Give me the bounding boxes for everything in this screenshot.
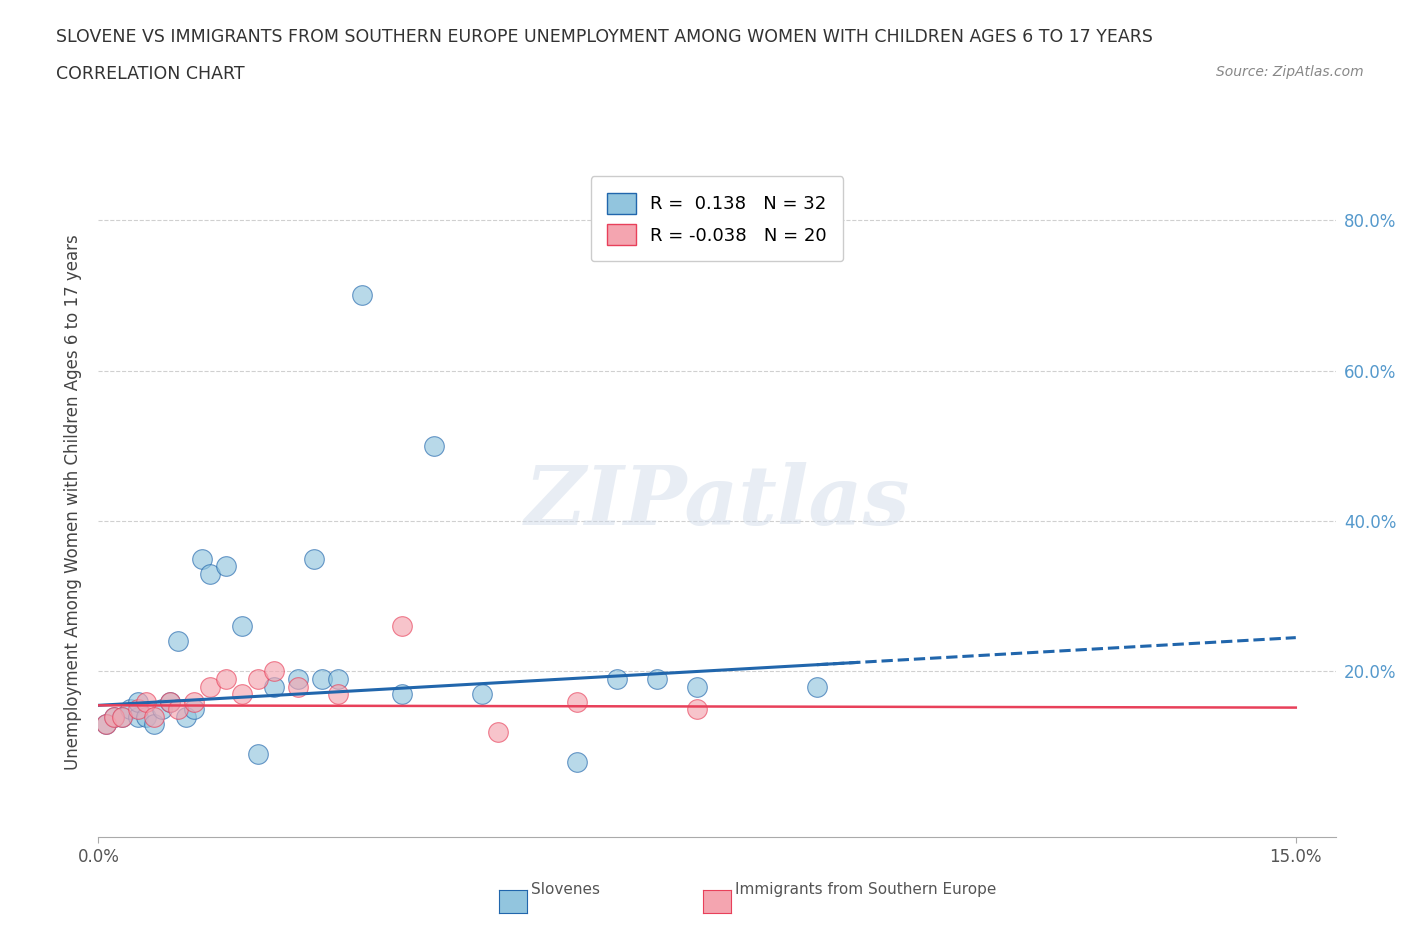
Point (247, 747, 270, 762)
Point (263, 679, 285, 694)
Point (326, 671, 349, 686)
Point (247, 671, 270, 686)
Point (143, 710, 166, 724)
Point (143, 717, 166, 732)
Point (167, 634, 190, 649)
Point (263, 664, 285, 679)
Point (311, 671, 333, 686)
Point (486, 724, 509, 739)
Text: SLOVENE VS IMMIGRANTS FROM SOUTHERN EUROPE UNEMPLOYMENT AMONG WOMEN WITH CHILDRE: SLOVENE VS IMMIGRANTS FROM SOUTHERN EURO… (56, 28, 1153, 46)
Legend: R =  0.138   N = 32, R = -0.038   N = 20: R = 0.138 N = 32, R = -0.038 N = 20 (591, 177, 844, 261)
Point (215, 671, 238, 686)
Point (606, 671, 628, 686)
Point (350, 288, 373, 303)
Point (127, 701, 149, 716)
Text: Source: ZipAtlas.com: Source: ZipAtlas.com (1216, 65, 1364, 79)
Point (135, 710, 157, 724)
Point (167, 701, 190, 716)
Point (111, 710, 134, 724)
Point (174, 710, 197, 724)
Point (391, 618, 413, 633)
Point (191, 551, 214, 566)
Point (645, 671, 668, 686)
Point (806, 679, 828, 694)
Point (198, 679, 221, 694)
Point (215, 559, 238, 574)
Point (183, 701, 205, 716)
Point (302, 551, 325, 566)
Point (183, 694, 205, 709)
Point (231, 686, 253, 701)
Y-axis label: Unemployment Among Women with Children Ages 6 to 17 years: Unemployment Among Women with Children A… (63, 234, 82, 770)
Point (567, 694, 589, 709)
Point (103, 710, 125, 724)
Point (159, 694, 181, 709)
Point (150, 701, 173, 716)
Point (198, 566, 221, 581)
Point (686, 679, 709, 694)
Point (287, 671, 309, 686)
Point (135, 694, 157, 709)
Point (111, 710, 134, 724)
Point (422, 438, 444, 453)
Point (127, 710, 149, 724)
Point (127, 694, 149, 709)
Point (96, 717, 118, 732)
Text: ZIPatlas: ZIPatlas (524, 462, 910, 542)
Point (287, 679, 309, 694)
Text: Slovenes: Slovenes (531, 883, 600, 897)
Text: CORRELATION CHART: CORRELATION CHART (56, 65, 245, 83)
Point (96, 717, 118, 732)
Point (231, 618, 253, 633)
Point (103, 710, 125, 724)
Point (686, 701, 709, 716)
Point (471, 686, 494, 701)
Point (391, 686, 413, 701)
Point (326, 686, 349, 701)
Point (120, 701, 142, 716)
Point (567, 754, 589, 769)
Point (159, 694, 181, 709)
Text: Immigrants from Southern Europe: Immigrants from Southern Europe (735, 883, 997, 897)
